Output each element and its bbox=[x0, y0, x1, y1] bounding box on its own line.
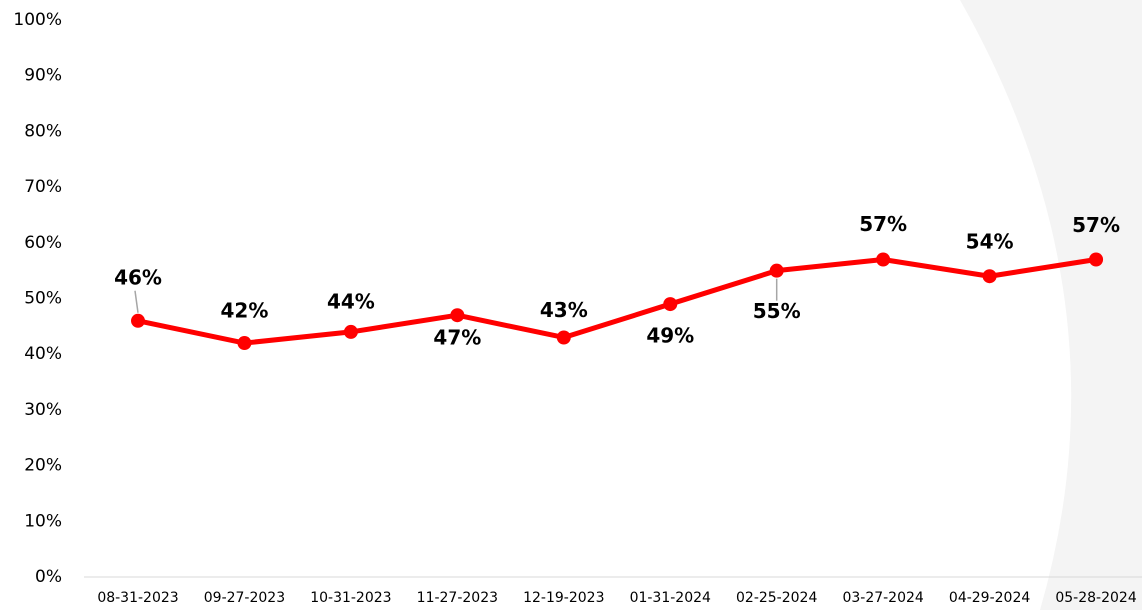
marker bbox=[1089, 252, 1104, 267]
marker bbox=[131, 313, 145, 328]
x-tick-label: 01-31-2024 bbox=[630, 590, 711, 606]
y-tick-label: 70% bbox=[24, 177, 62, 197]
y-tick-label: 30% bbox=[24, 400, 62, 420]
x-tick-label: 12-19-2023 bbox=[523, 590, 604, 606]
marker bbox=[556, 330, 571, 345]
data-label: 57% bbox=[1072, 213, 1120, 237]
y-tick-label: 60% bbox=[24, 233, 62, 253]
y-tick-label: 80% bbox=[24, 121, 62, 141]
data-label: 44% bbox=[327, 289, 375, 313]
background-shape bbox=[960, 0, 1142, 610]
data-label: 57% bbox=[859, 212, 907, 236]
y-tick-label: 20% bbox=[24, 456, 62, 476]
x-tick-label: 02-25-2024 bbox=[736, 590, 817, 606]
data-label: 42% bbox=[221, 299, 269, 323]
marker bbox=[769, 263, 784, 278]
data-label: 55% bbox=[753, 299, 801, 323]
data-label: 49% bbox=[646, 324, 694, 348]
data-label: 54% bbox=[966, 230, 1014, 254]
leader-line bbox=[134, 290, 139, 313]
marker bbox=[663, 297, 678, 312]
x-tick-label: 05-28-2024 bbox=[1055, 590, 1136, 606]
x-tick-label: 03-27-2024 bbox=[842, 590, 923, 606]
x-tick-label: 10-31-2023 bbox=[310, 590, 391, 606]
marker bbox=[237, 336, 252, 351]
line bbox=[137, 257, 1097, 346]
y-tick-label: 100% bbox=[13, 10, 62, 30]
y-tick-label: 40% bbox=[24, 344, 62, 364]
marker bbox=[982, 269, 997, 284]
x-tick-label: 09-27-2023 bbox=[204, 590, 285, 606]
y-tick-label: 10% bbox=[24, 511, 62, 531]
y-tick-label: 50% bbox=[24, 289, 62, 309]
data-label: 46% bbox=[114, 265, 162, 289]
y-tick-label: 90% bbox=[24, 66, 62, 86]
x-tick-label: 08-31-2023 bbox=[97, 590, 178, 606]
x-tick-label: 04-29-2024 bbox=[949, 590, 1030, 606]
y-tick-label: 0% bbox=[35, 567, 62, 587]
marker bbox=[876, 252, 891, 267]
x-tick-label: 11-27-2023 bbox=[417, 590, 498, 606]
data-label: 47% bbox=[433, 326, 481, 350]
marker bbox=[450, 308, 465, 323]
marker bbox=[343, 324, 358, 339]
data-label: 43% bbox=[540, 298, 588, 322]
